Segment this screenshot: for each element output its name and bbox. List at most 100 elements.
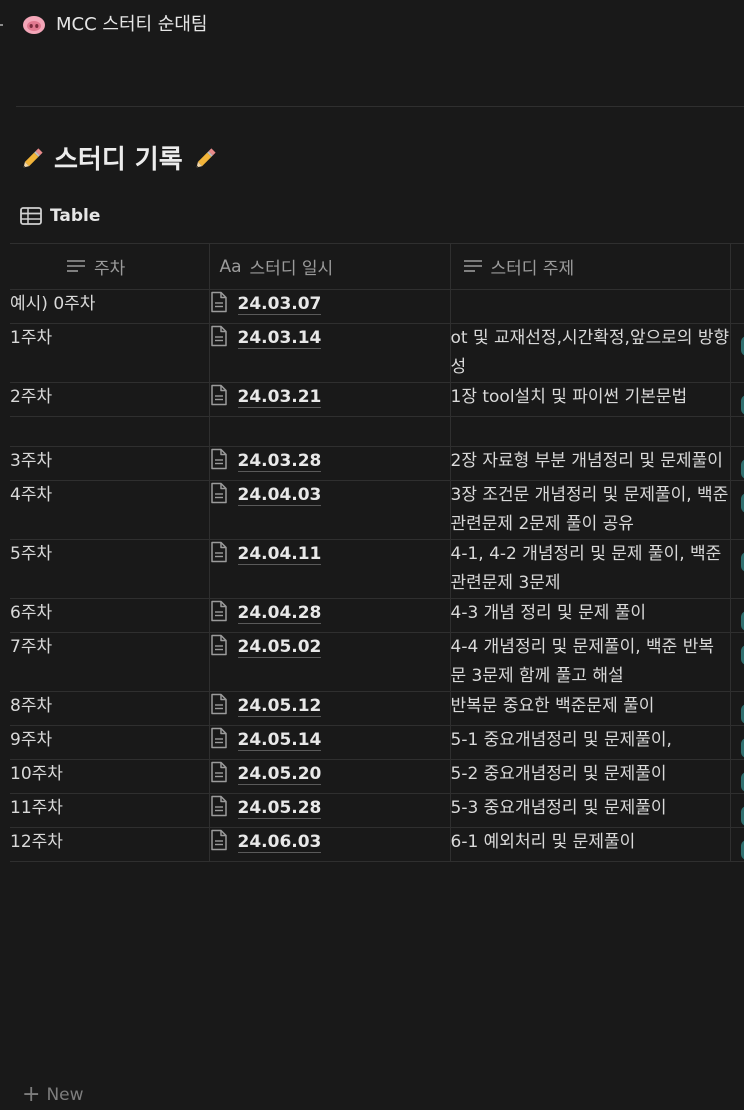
table-row[interactable]: 2주차 24.03.21 1장 tool설치 및 파이썬 기본문법 — [10, 382, 744, 417]
cell-date[interactable]: 24.06.03 — [209, 827, 451, 862]
table-row[interactable]: 4주차 24.04.03 3장 조건문 개념정리 및 문제풀이, 백준 관련문제 2… — [10, 480, 744, 540]
date-link[interactable]: 24.05.12 — [237, 696, 322, 717]
date-link[interactable]: 24.04.03 — [237, 485, 322, 506]
cell-extra[interactable] — [730, 289, 744, 324]
column-header-extra[interactable] — [730, 243, 744, 290]
date-link[interactable]: 24.04.11 — [237, 544, 322, 565]
topic-text: 5-3 중요개념정리 및 문제풀이 — [450, 798, 667, 818]
cell-extra[interactable] — [730, 416, 744, 447]
cell-date[interactable]: 24.04.11 — [209, 539, 451, 599]
table-row[interactable]: 11주차 24.05.28 5-3 중요개념정리 및 문제풀이 — [10, 793, 744, 828]
cell-extra[interactable] — [730, 793, 744, 828]
date-link[interactable]: 24.05.14 — [237, 730, 322, 751]
cell-date[interactable]: 24.05.12 — [209, 691, 451, 726]
title-icon: Aa — [219, 256, 242, 277]
new-row-button[interactable]: + New — [22, 1082, 84, 1108]
date-link[interactable]: 24.04.28 — [237, 603, 322, 624]
cell-topic[interactable]: 5-2 중요개념정리 및 문제풀이 — [450, 759, 731, 794]
page-title[interactable]: 스터디 기록 — [54, 145, 183, 175]
topic-text: 4-1, 4-2 개념정리 및 문제 풀이, 백준 관련문제 3문제 — [450, 544, 722, 593]
cell-week[interactable]: 7주차 — [10, 632, 210, 692]
cell-week[interactable]: 3주차 — [10, 446, 210, 481]
cell-week[interactable]: 6주차 — [10, 598, 210, 633]
table-row[interactable]: 예시) 0주차 24.03.07 — [10, 289, 744, 324]
cell-topic[interactable]: 1장 tool설치 및 파이썬 기본문법 — [450, 382, 731, 417]
cell-date[interactable] — [209, 416, 451, 447]
table-row[interactable]: 9주차 24.05.14 5-1 중요개념정리 및 문제풀이, — [10, 725, 744, 760]
cell-date[interactable]: 24.05.14 — [209, 725, 451, 760]
cell-extra[interactable] — [730, 382, 744, 417]
breadcrumb-title[interactable]: MCC 스터티 순대팀 — [56, 14, 208, 35]
cell-week[interactable]: 12주차 — [10, 827, 210, 862]
cell-topic[interactable]: 4-3 개념 정리 및 문제 풀이 — [450, 598, 731, 633]
cell-week[interactable]: 5주차 — [10, 539, 210, 599]
page-doc-icon — [210, 727, 228, 759]
column-header-topic[interactable]: 스터디 주제 — [450, 243, 731, 290]
sidebar-edge-marker — [0, 24, 3, 26]
cell-date[interactable]: 24.03.28 — [209, 446, 451, 481]
date-link[interactable]: 24.03.07 — [237, 294, 322, 315]
cell-extra[interactable] — [730, 598, 744, 633]
cell-topic[interactable] — [450, 416, 731, 447]
cell-week[interactable]: 1주차 — [10, 323, 210, 383]
week-text: 2주차 — [10, 387, 53, 407]
cell-date[interactable]: 24.03.07 — [209, 289, 451, 324]
cell-extra[interactable] — [730, 446, 744, 481]
cell-topic[interactable]: 3장 조건문 개념정리 및 문제풀이, 백준 관련문제 2문제 풀이 공유 — [450, 480, 731, 540]
status-tag — [740, 738, 744, 758]
table-row[interactable]: 3주차 24.03.28 2장 자료형 부분 개념정리 및 문제풀이 — [10, 446, 744, 481]
cell-week[interactable]: 2주차 — [10, 382, 210, 417]
cell-extra[interactable] — [730, 632, 744, 692]
top-bar: MCC 스터티 순대팀 — [0, 0, 744, 50]
pig-nose-icon[interactable] — [22, 14, 46, 36]
cell-extra[interactable] — [730, 827, 744, 862]
date-link[interactable]: 24.03.14 — [237, 328, 322, 349]
date-link[interactable]: 24.06.03 — [237, 832, 322, 853]
cell-extra[interactable] — [730, 323, 744, 383]
cell-topic[interactable]: 6-1 예외처리 및 문제풀이 — [450, 827, 731, 862]
cell-week[interactable]: 예시) 0주차 — [10, 289, 210, 324]
cell-topic[interactable]: 2장 자료형 부분 개념정리 및 문제풀이 — [450, 446, 731, 481]
cell-extra[interactable] — [730, 691, 744, 726]
table-row[interactable]: 8주차 24.05.12 반복문 중요한 백준문제 풀이 — [10, 691, 744, 726]
cell-date[interactable]: 24.03.21 — [209, 382, 451, 417]
table-row[interactable]: 6주차 24.04.28 4-3 개념 정리 및 문제 풀이 — [10, 598, 744, 633]
table-row[interactable]: 12주차 24.06.03 6-1 예외처리 및 문제풀이 — [10, 827, 744, 862]
table-row[interactable]: 10주차 24.05.20 5-2 중요개념정리 및 문제풀이 — [10, 759, 744, 794]
cell-extra[interactable] — [730, 725, 744, 760]
table-row[interactable]: 1주차 24.03.14 ot 및 교재선정,시간확정,앞으로의 방향성 — [10, 323, 744, 383]
cell-topic[interactable] — [450, 289, 731, 324]
cell-topic[interactable]: 5-1 중요개념정리 및 문제풀이, — [450, 725, 731, 760]
column-header-date[interactable]: Aa 스터디 일시 — [209, 243, 451, 290]
cell-extra[interactable] — [730, 759, 744, 794]
cell-topic[interactable]: 반복문 중요한 백준문제 풀이 — [450, 691, 731, 726]
cell-extra[interactable] — [730, 539, 744, 599]
view-tab-table[interactable]: Table — [20, 204, 100, 228]
table-row[interactable] — [10, 416, 744, 447]
cell-date[interactable]: 24.03.14 — [209, 323, 451, 383]
column-header-week[interactable]: 주차 — [10, 243, 210, 290]
date-link[interactable]: 24.05.28 — [237, 798, 322, 819]
cell-week[interactable]: 9주차 — [10, 725, 210, 760]
cell-topic[interactable]: 4-1, 4-2 개념정리 및 문제 풀이, 백준 관련문제 3문제 — [450, 539, 731, 599]
date-link[interactable]: 24.03.28 — [237, 451, 322, 472]
cell-date[interactable]: 24.04.03 — [209, 480, 451, 540]
cell-date[interactable]: 24.05.20 — [209, 759, 451, 794]
cell-week[interactable] — [10, 416, 210, 447]
date-link[interactable]: 24.03.21 — [237, 387, 322, 408]
cell-topic[interactable]: ot 및 교재선정,시간확정,앞으로의 방향성 — [450, 323, 731, 383]
cell-date[interactable]: 24.05.28 — [209, 793, 451, 828]
cell-topic[interactable]: 4-4 개념정리 및 문제풀이, 백준 반복문 3문제 함께 풀고 해설 — [450, 632, 731, 692]
table-row[interactable]: 7주차 24.05.02 4-4 개념정리 및 문제풀이, 백준 반복문 3문제 함… — [10, 632, 744, 692]
cell-date[interactable]: 24.04.28 — [209, 598, 451, 633]
cell-extra[interactable] — [730, 480, 744, 540]
cell-week[interactable]: 4주차 — [10, 480, 210, 540]
cell-topic[interactable]: 5-3 중요개념정리 및 문제풀이 — [450, 793, 731, 828]
cell-week[interactable]: 8주차 — [10, 691, 210, 726]
date-link[interactable]: 24.05.20 — [237, 764, 322, 785]
date-link[interactable]: 24.05.02 — [237, 637, 322, 658]
table-row[interactable]: 5주차 24.04.11 4-1, 4-2 개념정리 및 문제 풀이, 백준 관련문… — [10, 539, 744, 599]
cell-date[interactable]: 24.05.02 — [209, 632, 451, 692]
cell-week[interactable]: 10주차 — [10, 759, 210, 794]
cell-week[interactable]: 11주차 — [10, 793, 210, 828]
